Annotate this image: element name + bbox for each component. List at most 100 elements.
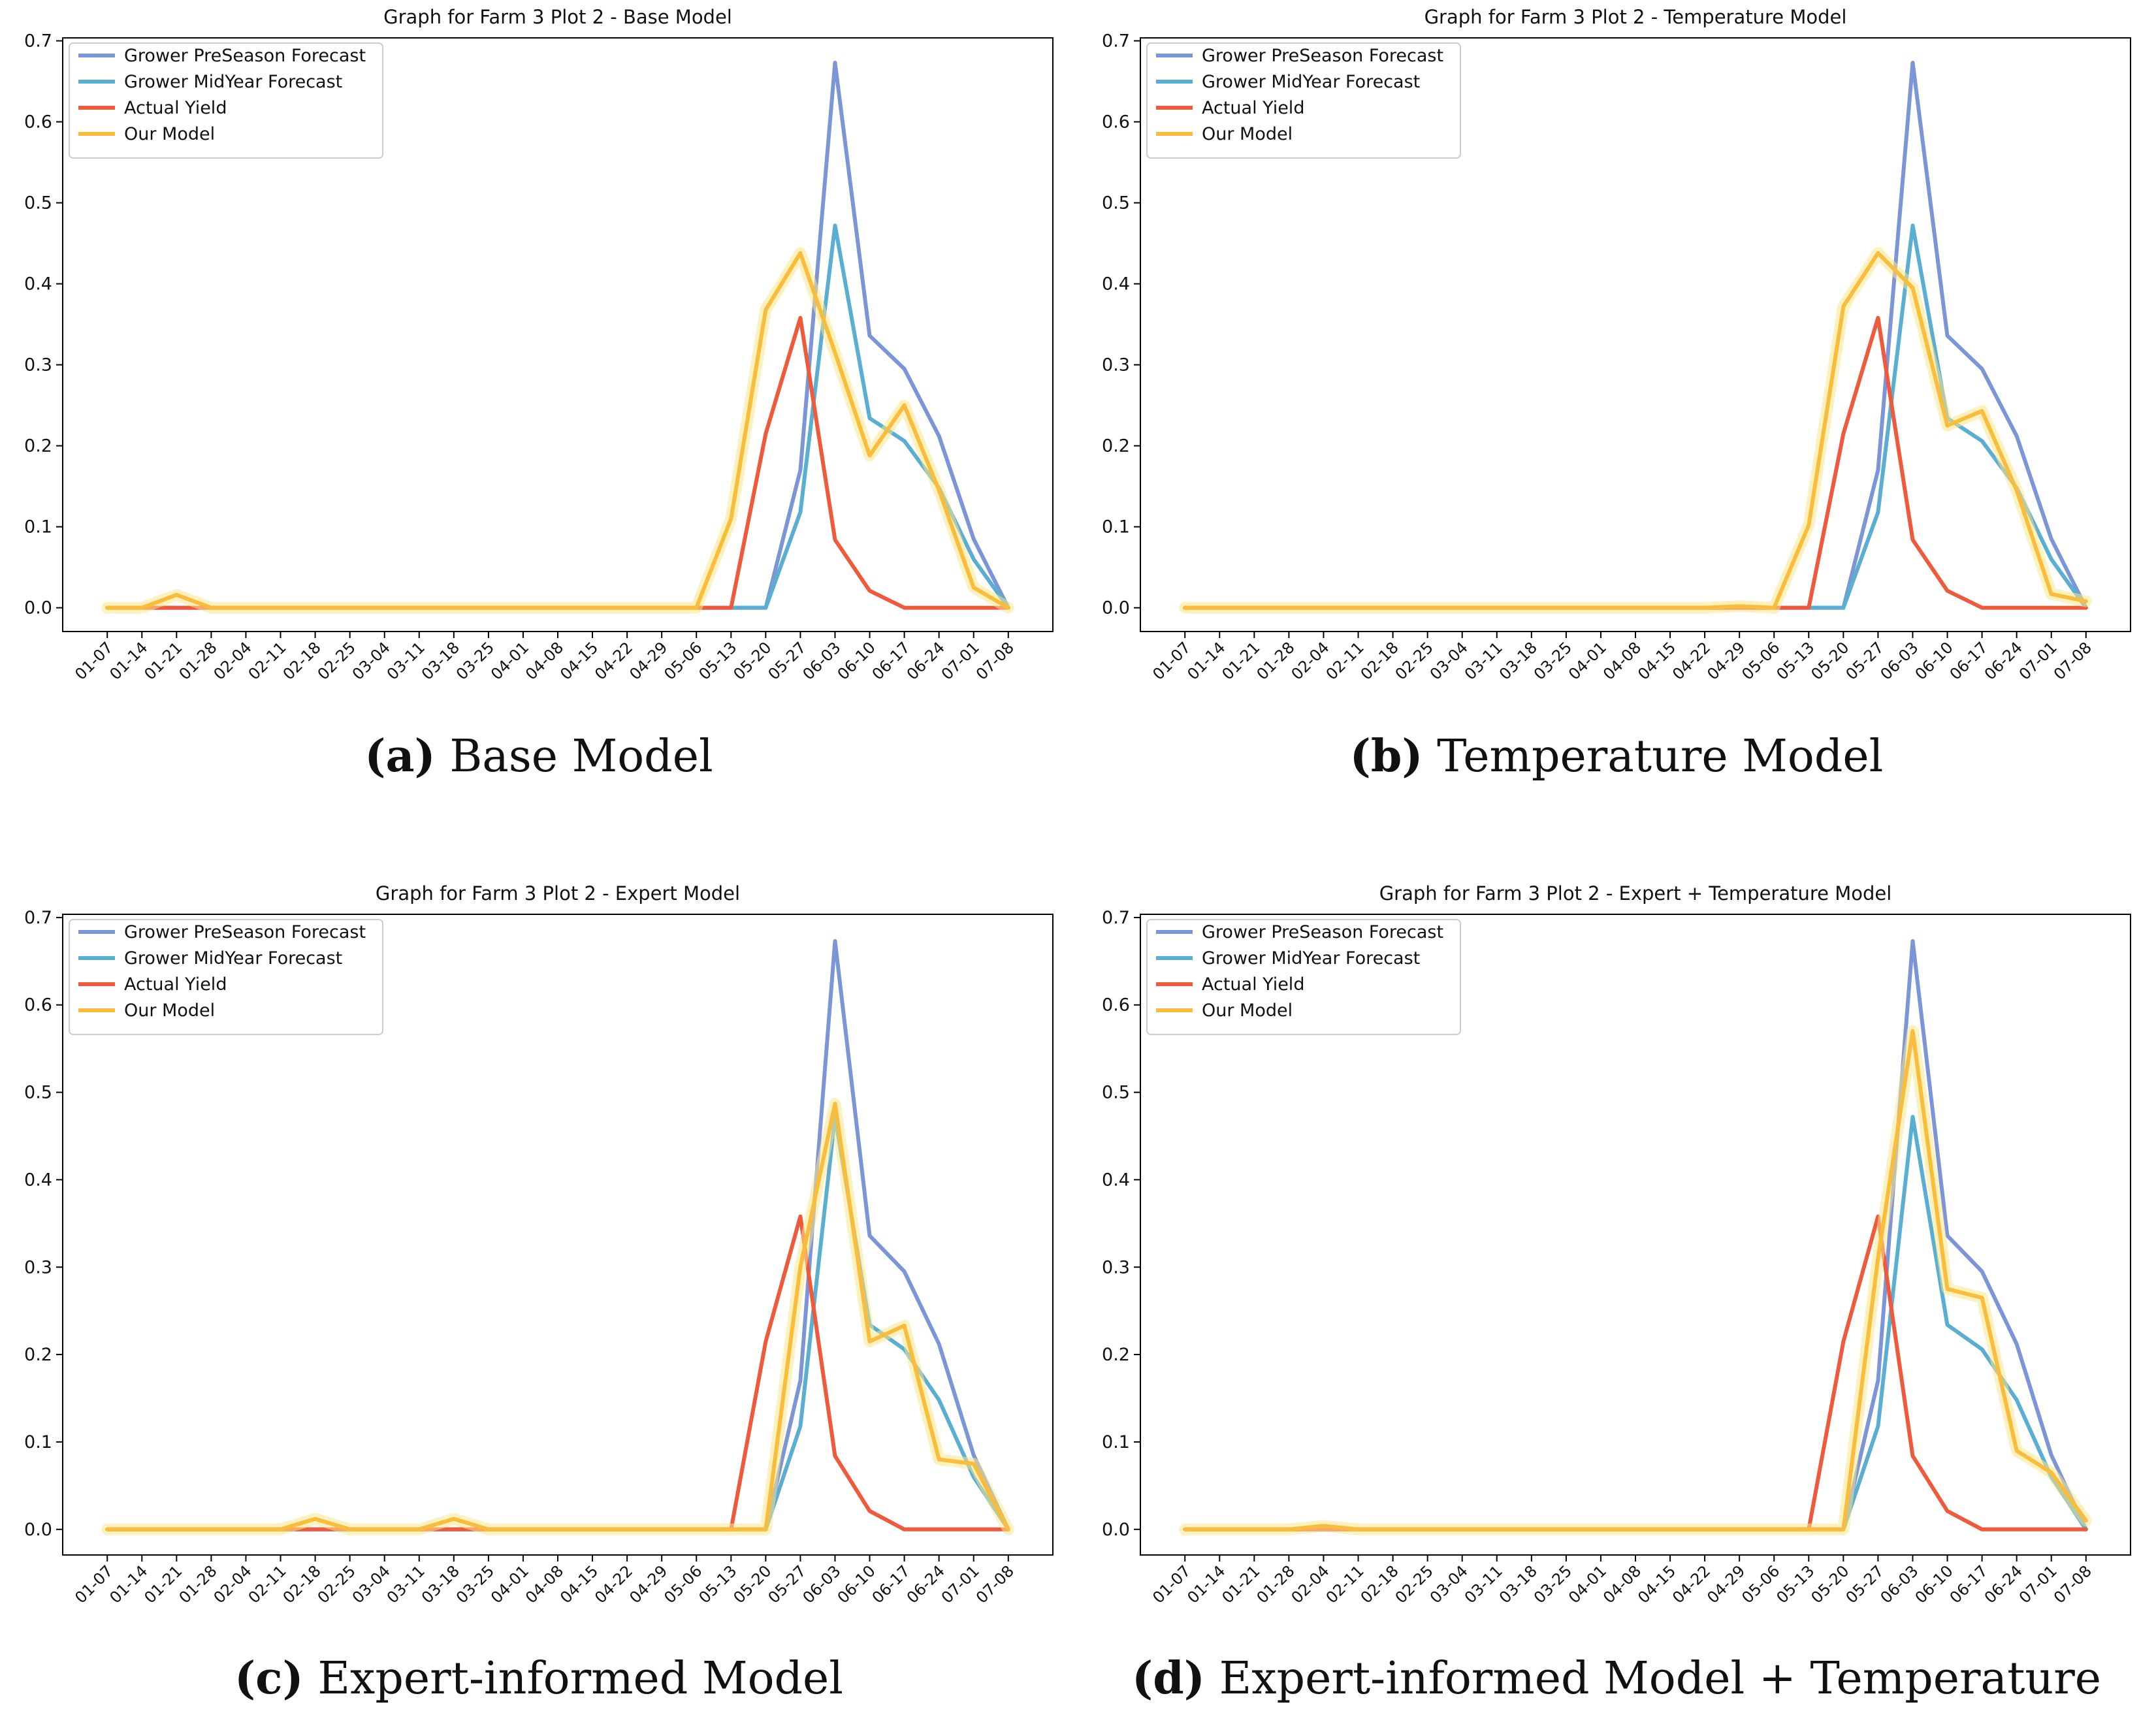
series-band-our-model: [101, 247, 1014, 614]
x-tick-label: 06-17: [1946, 638, 1991, 683]
chart-title-d: Graph for Farm 3 Plot 2 - Expert + Tempe…: [1379, 882, 1892, 905]
caption-a-text: Base Model: [435, 731, 713, 782]
chart-panel-d: Graph for Farm 3 Plot 2 - Expert + Tempe…: [1078, 865, 2155, 1729]
x-tick-label: 04-22: [591, 1562, 636, 1607]
x-tick-label: 01-21: [1218, 1562, 1263, 1607]
x-tick-label: 06-24: [903, 1562, 948, 1607]
x-tick-label: 01-21: [140, 1562, 185, 1607]
legend-label-midyear: Grower MidYear Forecast: [1202, 948, 1420, 969]
x-tick-label: 03-25: [453, 1562, 498, 1607]
x-tick-label: 06-03: [1877, 1562, 1922, 1607]
y-tick-label: 0.3: [1102, 1257, 1130, 1277]
x-tick-label: 03-25: [1530, 638, 1575, 683]
x-tick-label: 05-20: [1807, 1562, 1852, 1607]
chart-svg-c: Graph for Farm 3 Plot 2 - Expert Model 0.…: [24, 882, 1054, 1607]
x-tick-label: 04-01: [1565, 1562, 1610, 1607]
y-tick-label: 0.4: [24, 274, 52, 295]
series-line-midyear: [1183, 1115, 2088, 1531]
x-tick-label: 04-29: [1703, 638, 1748, 683]
x-tick-label: 04-01: [1565, 638, 1610, 683]
x-tick-label: 04-29: [626, 638, 671, 683]
chart-svg-a: Graph for Farm 3 Plot 2 - Base Model 0.0 0…: [24, 6, 1054, 684]
x-tick-label: 04-15: [1634, 1562, 1679, 1607]
y-tick-label: 0.1: [24, 517, 52, 537]
y-tick-label: 0.5: [24, 1083, 52, 1103]
x-tick-label: 03-18: [418, 1562, 463, 1607]
x-tick-label: 06-17: [869, 1562, 914, 1607]
legend-d: [1146, 919, 1461, 1035]
chart-panel-b: Graph for Farm 3 Plot 2 - Temperature Mo…: [1078, 0, 2155, 865]
series-band-our-model: [101, 1098, 1014, 1535]
legend-label-preseason: Grower PreSeason Forecast: [124, 922, 366, 942]
x-tick-label: 01-07: [1149, 638, 1194, 683]
x-tick-label: 02-25: [1392, 1562, 1437, 1607]
x-tick-label: 01-28: [176, 1562, 221, 1607]
x-tick-label: 07-01: [2016, 1562, 2061, 1607]
x-tick-label: 03-18: [1496, 638, 1541, 683]
x-tick-label: 03-04: [349, 1562, 394, 1607]
chart-svg-d: Graph for Farm 3 Plot 2 - Expert + Tempe…: [1102, 882, 2131, 1607]
x-tick-label: 04-15: [1634, 638, 1679, 683]
x-tick-label: 05-06: [660, 638, 705, 683]
x-tick-label: 03-04: [1426, 1562, 1472, 1607]
series-band-our-model: [1179, 247, 2092, 614]
x-tick-label: 07-08: [2050, 638, 2095, 683]
x-tick-label: 07-01: [2016, 638, 2061, 683]
y-tick-label: 0.5: [1102, 1083, 1130, 1103]
x-tick-label: 02-25: [314, 1562, 359, 1607]
x-tick-label: 05-13: [1773, 1562, 1818, 1607]
y-tick-label: 0.4: [24, 1170, 52, 1190]
y-tick-label: 0.5: [1102, 193, 1130, 214]
x-tick-label: 02-11: [245, 638, 290, 683]
legend-label-actual: Actual Yield: [1202, 974, 1304, 995]
x-tick-label: 02-25: [314, 638, 359, 683]
x-tick-label: 01-21: [1218, 638, 1263, 683]
x-tick-label: 07-08: [973, 638, 1018, 683]
caption-c-letter: (c): [234, 1652, 304, 1705]
x-tick-label: 02-25: [1392, 638, 1437, 683]
x-tick-label: 06-03: [799, 638, 845, 683]
x-tick-label: 02-04: [210, 638, 255, 683]
x-tick-label: 01-07: [71, 638, 116, 683]
legend-a: [69, 42, 383, 159]
x-tick-label: 05-06: [660, 1562, 705, 1607]
x-tick-label: 05-27: [765, 638, 810, 683]
x-tick-label: 04-22: [591, 638, 636, 683]
x-tick-label: 04-29: [626, 1562, 671, 1607]
x-tick-label: 07-01: [938, 638, 983, 683]
x-tick-label: 06-24: [1981, 638, 2026, 683]
legend-label-preseason: Grower PreSeason Forecast: [124, 46, 366, 66]
x-tick-label: 05-27: [765, 1562, 810, 1607]
legend-label-preseason: Grower PreSeason Forecast: [1202, 922, 1443, 942]
caption-d: (d) Expert-informed Model + Temperature: [1078, 1652, 2155, 1705]
x-tick-label: 04-08: [522, 638, 567, 683]
legend-label-actual: Actual Yield: [124, 98, 227, 118]
x-tick-label: 02-11: [1323, 638, 1368, 683]
chart-title-a: Graph for Farm 3 Plot 2 - Base Model: [383, 6, 732, 28]
x-tick-label: 03-25: [1530, 1562, 1575, 1607]
y-tick-label: 0.0: [1102, 598, 1130, 618]
y-tick-label: 0.2: [24, 436, 52, 457]
x-tick-label: 06-24: [1981, 1562, 2026, 1607]
x-tick-label: 05-20: [1807, 638, 1852, 683]
x-tick-label: 05-20: [730, 638, 775, 683]
y-tick-label: 0.7: [24, 908, 52, 928]
y-tick-label: 0.0: [24, 598, 52, 618]
series-line-midyear: [105, 223, 1010, 610]
x-tick-label: 02-18: [1357, 638, 1402, 683]
y-tick-label: 0.6: [1102, 112, 1130, 133]
series-line-model: [105, 251, 1010, 610]
x-tick-label: 04-22: [1669, 638, 1714, 683]
x-tick-label: 06-03: [799, 1562, 845, 1607]
legend-label-midyear: Grower MidYear Forecast: [1202, 72, 1420, 92]
caption-a-letter: (a): [364, 730, 436, 782]
x-tick-label: 01-28: [1253, 638, 1298, 683]
x-tick-label: 02-04: [210, 1562, 255, 1607]
x-tick-label: 04-01: [487, 638, 532, 683]
legend-label-model: Our Model: [1202, 124, 1293, 144]
y-tick-label: 0.5: [24, 193, 52, 214]
x-tick-label: 06-10: [1912, 1562, 1957, 1607]
series-line-actual: [1183, 315, 2088, 610]
x-tick-label: 03-04: [349, 638, 394, 683]
x-tick-label: 04-01: [487, 1562, 532, 1607]
